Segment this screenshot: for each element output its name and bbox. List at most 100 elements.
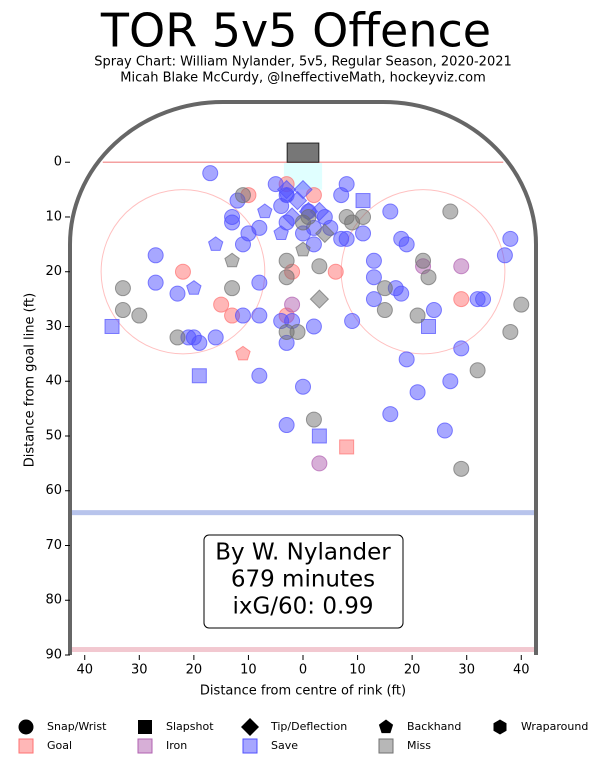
point [344,313,361,330]
legend-marker [18,719,34,735]
y-tick-label: 80 [45,593,62,608]
legend-swatch [137,738,153,754]
x-tick-label: 0 [299,663,307,678]
x-tick-label: 30 [458,663,475,678]
x-tick-label: 20 [404,663,421,678]
point [365,252,382,269]
point [393,285,410,302]
point [475,291,492,308]
point [311,258,328,275]
point [147,247,164,264]
point [224,280,241,297]
point [513,296,530,313]
legend-marker [378,719,394,734]
y-tick-label: 60 [45,483,62,498]
point [169,329,186,346]
point [311,428,327,444]
point [289,323,306,340]
legend-swatch [378,738,394,754]
point [502,323,519,340]
rink [68,100,538,655]
point [104,318,120,334]
legend-label: Snap/Wrist [47,720,107,733]
point [333,230,350,247]
point [344,214,361,231]
point [409,384,426,401]
legend-marker [138,720,152,734]
legend-label: Tip/Deflection [270,720,347,733]
point [224,214,241,231]
point [234,307,251,324]
legend-swatch [242,738,258,754]
point [251,274,268,291]
point [251,307,268,324]
point [234,187,251,204]
point [202,165,219,182]
point [453,291,470,308]
faceoff-circle [100,189,266,355]
legend-label: Backhand [407,720,461,733]
point [295,378,311,395]
point [295,241,311,257]
point [276,179,297,200]
point [287,190,308,211]
point [415,252,432,269]
series [284,258,470,472]
point [311,455,328,472]
point [453,340,470,357]
point [309,289,330,309]
legend-label: Slapshot [166,720,214,733]
chart-title: TOR 5v5 Offence [100,4,491,58]
point [469,362,486,379]
point [409,307,426,324]
series [114,187,530,477]
point [315,223,335,244]
legend-label: Iron [166,739,187,752]
point [273,225,289,240]
point [251,367,268,384]
point [305,318,322,335]
point [365,269,382,286]
boards [68,100,538,655]
point [436,422,453,439]
point [251,219,268,236]
subtitle: Micah Blake McCurdy, @IneffectiveMath, h… [120,71,486,86]
point [300,208,317,225]
point [398,236,415,253]
point [235,345,251,361]
point [186,280,202,295]
point [278,252,295,269]
point [278,417,295,434]
annotation: 679 minutes [231,567,375,593]
point [453,460,470,477]
point [355,193,371,209]
legend-swatch [18,738,34,754]
point [376,302,393,319]
x-tick-label: 40 [513,663,530,678]
legend-marker [241,718,259,736]
y-tick-label: 40 [45,374,62,389]
x-tick-label: 10 [349,663,366,678]
point [207,329,224,346]
point [284,296,301,313]
y-tick-label: 70 [45,538,62,553]
legend-label: Save [271,739,298,752]
point [376,280,393,297]
y-tick-label: 30 [45,319,62,334]
x-tick-label: 20 [186,663,203,678]
point [174,263,191,280]
y-tick-label: 0 [54,155,62,170]
y-tick-label: 50 [45,428,62,443]
point [425,302,442,319]
x-tick-label: 30 [131,663,148,678]
legend-label: Goal [47,739,72,752]
x-tick-label: 10 [240,663,257,678]
point [257,203,273,219]
blue-line [70,510,536,516]
point [398,351,415,368]
legend-marker [493,719,507,735]
point [169,285,186,302]
point [365,291,382,308]
